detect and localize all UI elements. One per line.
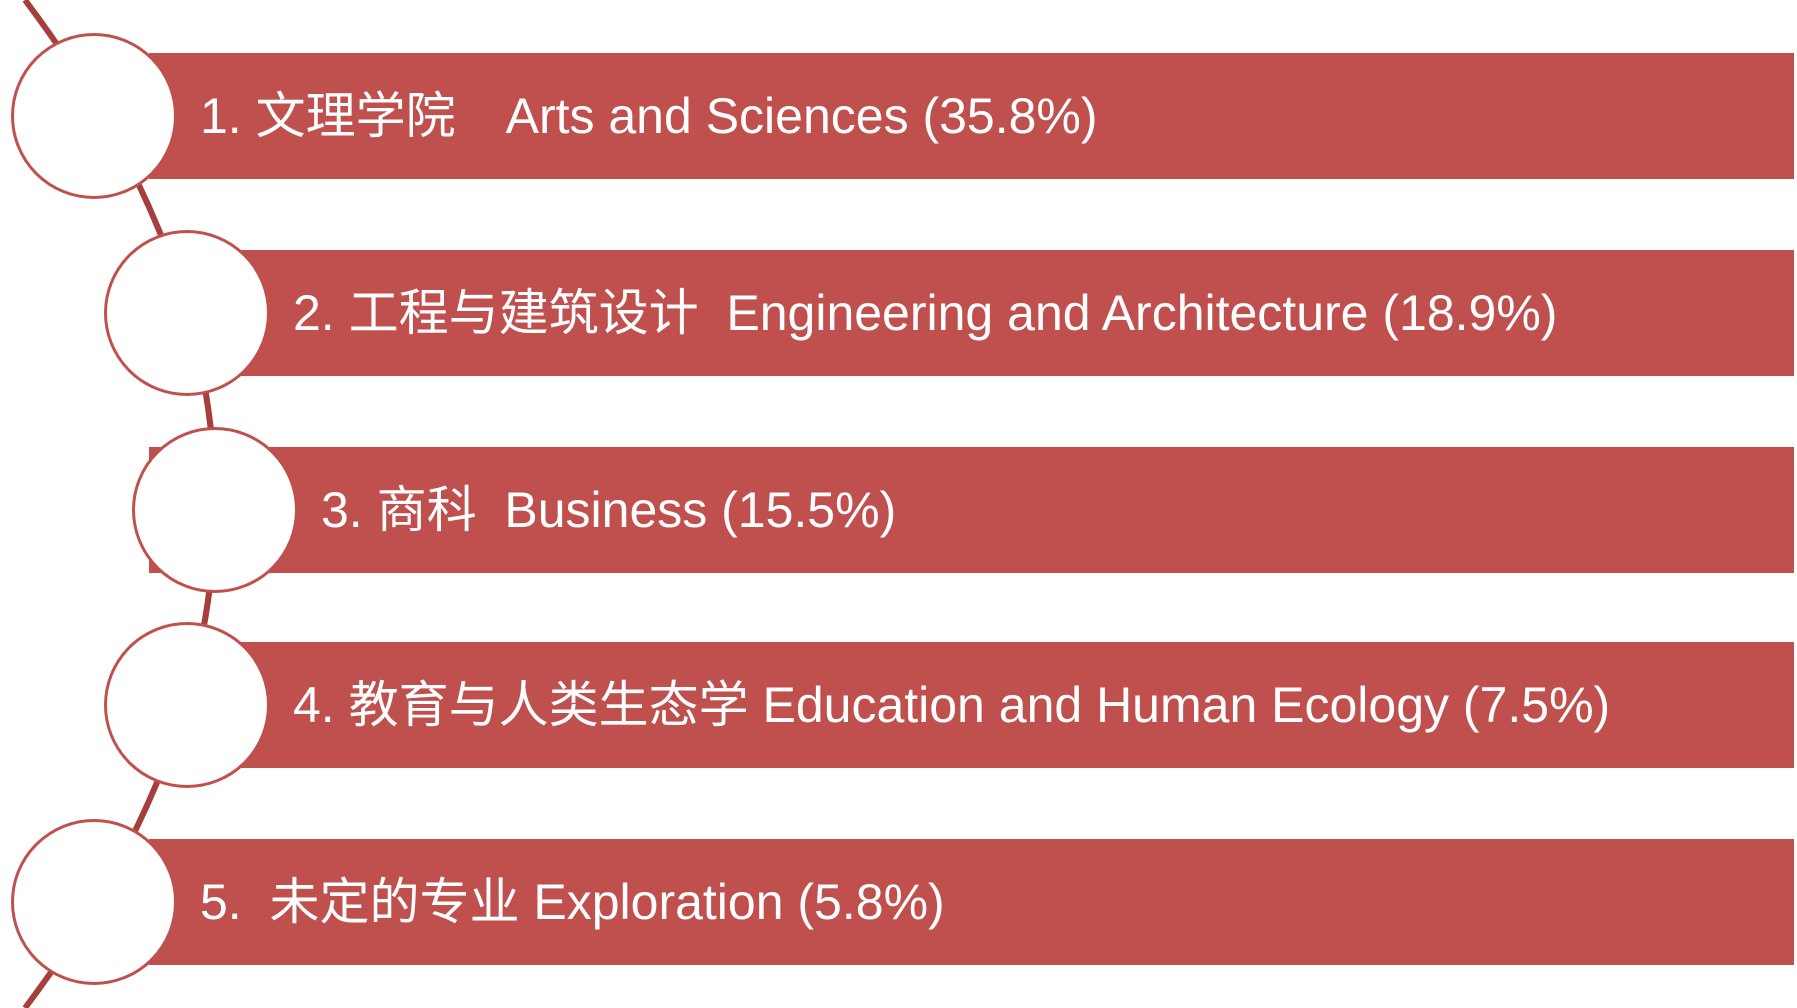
item-label: 5. 未定的专业 Exploration (5.8%) bbox=[200, 874, 945, 930]
item-label: 3. 商科 Business (15.5%) bbox=[321, 482, 897, 538]
item-circle bbox=[132, 427, 298, 593]
item-label: 4. 教育与人类生态学 Education and Human Ecology … bbox=[293, 677, 1611, 733]
item-label: 1. 文理学院 Arts and Sciences (35.8%) bbox=[200, 88, 1098, 144]
item-label: 2. 工程与建筑设计 Engineering and Architecture … bbox=[293, 285, 1558, 341]
item-circle bbox=[104, 622, 270, 788]
item-circle bbox=[11, 33, 177, 199]
item-bar bbox=[149, 250, 1794, 376]
item-circle bbox=[11, 819, 177, 985]
item-circle bbox=[104, 230, 270, 396]
item-bar bbox=[149, 53, 1794, 179]
item-bar bbox=[149, 447, 1794, 573]
item-bar bbox=[149, 642, 1794, 768]
item-bar bbox=[149, 839, 1794, 965]
